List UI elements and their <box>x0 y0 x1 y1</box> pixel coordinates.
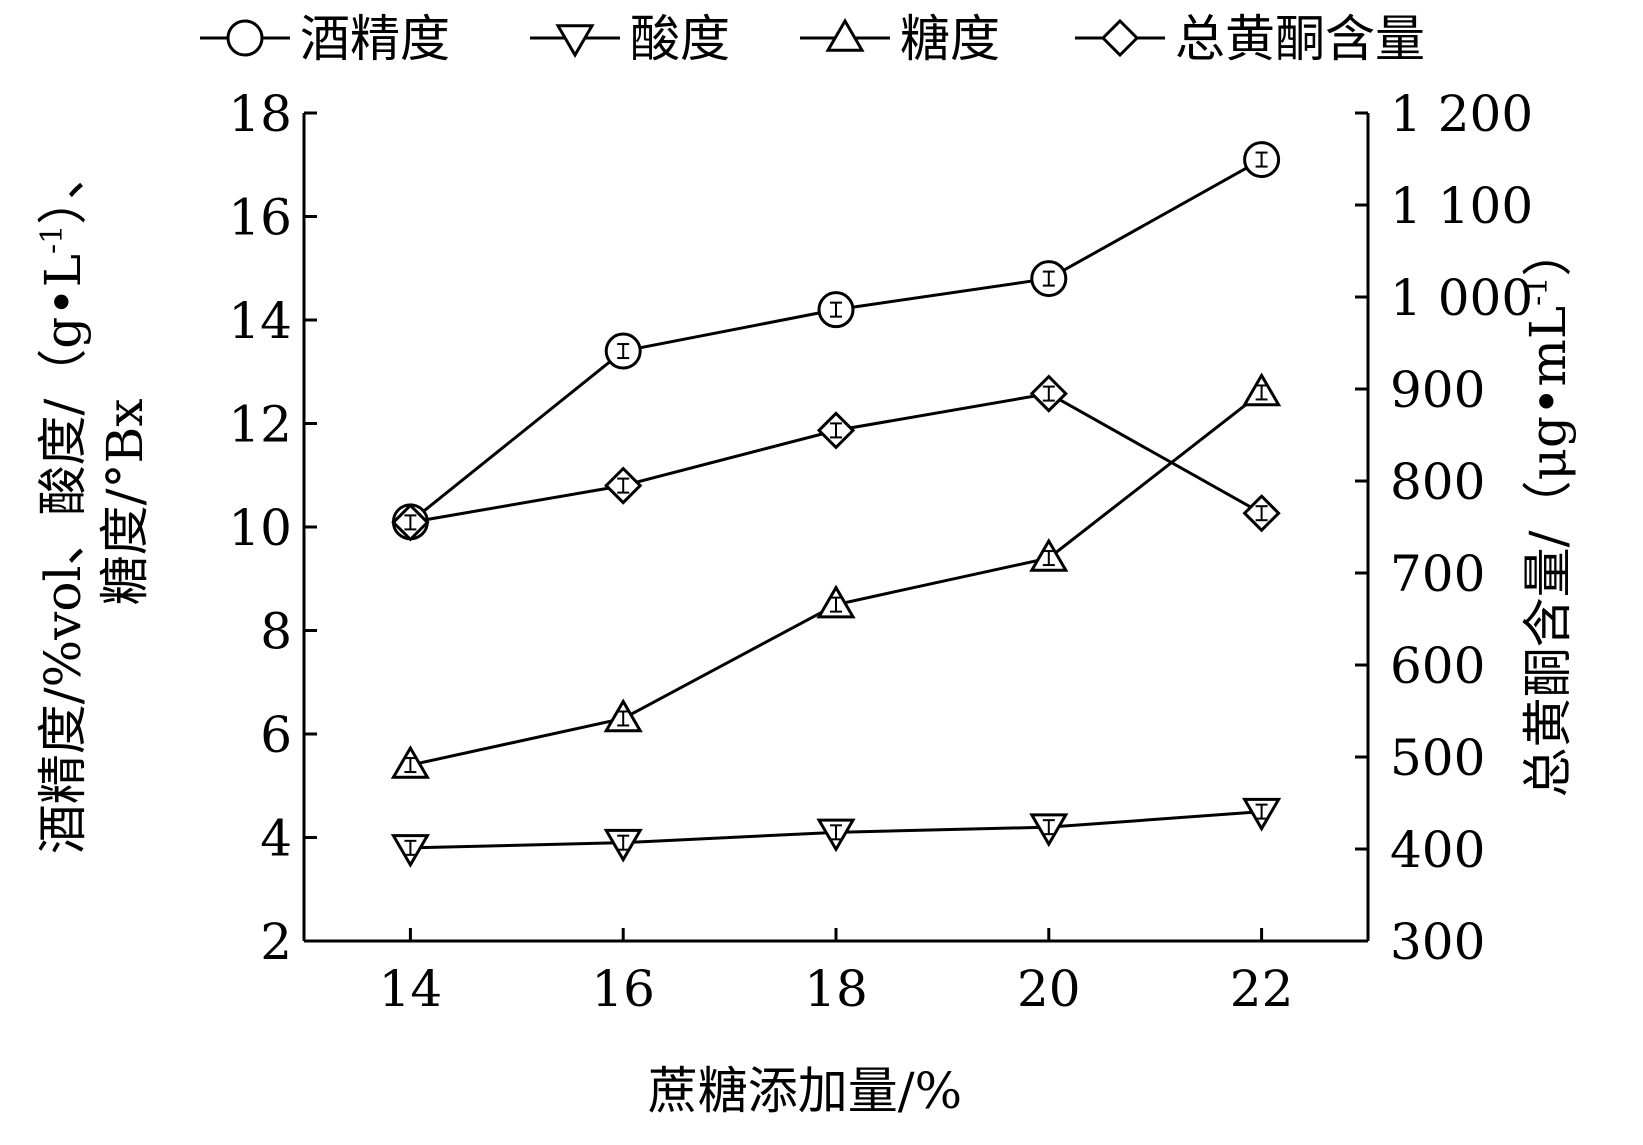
right-y-tick-label: 700 <box>1390 545 1485 603</box>
legend-entry: 酒精度 <box>200 10 450 68</box>
data-point <box>816 584 856 619</box>
left-axis-title-main: 酒精度/%vol、酸度/（g•L <box>34 254 92 854</box>
left-y-tick-label: 18 <box>228 85 292 143</box>
left-y-tick-label: 14 <box>228 292 292 350</box>
series-layer <box>390 141 1282 868</box>
right-y-tick-label: 400 <box>1390 821 1485 879</box>
right-y-tick-label: 600 <box>1390 637 1485 695</box>
circle-marker-shape <box>226 19 264 57</box>
legend-entry: 总黄酮含量 <box>1075 10 1425 68</box>
data-point <box>817 291 855 329</box>
left-y-tick-label: 10 <box>228 499 292 557</box>
left-axis-title-sup: -1 <box>35 225 70 254</box>
data-point <box>603 698 643 733</box>
right-axis-title-end: ） <box>1519 227 1577 277</box>
legend-label: 糖度 <box>900 10 1000 68</box>
legend: 酒精度 酸度 糖度 总黄酮含量 <box>200 10 1425 68</box>
legend-marker <box>825 18 865 52</box>
right-y-tick-label: 800 <box>1390 453 1485 511</box>
legend-label: 总黄酮含量 <box>1175 10 1425 68</box>
x-tick-label: 14 <box>379 960 443 1018</box>
left-y-tick-label: 6 <box>260 706 292 764</box>
data-point <box>1030 260 1068 298</box>
data-point <box>816 818 856 853</box>
right-y-tick-label: 300 <box>1390 913 1485 971</box>
data-point <box>603 828 643 863</box>
legend-entry: 糖度 <box>800 10 1000 68</box>
right-y-tick-label: 900 <box>1390 361 1485 419</box>
right-axis-title-text: 总黄酮含量/（μg•mL-1） <box>1519 227 1577 798</box>
series-2 <box>390 797 1282 868</box>
data-point <box>604 466 643 505</box>
left-y-tick-label: 12 <box>228 396 292 454</box>
data-point <box>1243 141 1281 179</box>
x-tick-label: 20 <box>1017 960 1081 1018</box>
data-point <box>1029 538 1069 572</box>
series-line <box>409 158 1263 523</box>
right-axis-title: 总黄酮含量/（μg•mL-1） <box>1519 227 1577 798</box>
left-y-tick-label: 8 <box>260 603 292 661</box>
legend-marker <box>1100 18 1140 58</box>
left-y-tick-label: 2 <box>260 913 292 971</box>
legend-marker <box>226 19 264 57</box>
x-tick-label: 22 <box>1230 960 1294 1018</box>
right-y-tick-label: 1 100 <box>1390 177 1533 235</box>
right-y-tick-label: 500 <box>1390 729 1485 787</box>
right-axis-title-main: 总黄酮含量/（μg•mL <box>1519 306 1577 797</box>
data-point <box>1029 813 1069 848</box>
right-axis-title-sup: -1 <box>1520 277 1555 306</box>
data-point <box>390 745 431 779</box>
data-point <box>816 411 856 450</box>
series-3 <box>390 372 1282 779</box>
left-axis-title-line2: 糖度/°Bx <box>96 399 154 606</box>
axes: 14 16 18 20 22246810121416183004005006007008… <box>228 85 1533 1018</box>
diamond-marker-shape <box>1100 18 1140 58</box>
right-y-tick-label: 1 200 <box>1390 85 1533 143</box>
left-axis-title-line1: 酒精度/%vol、酸度/（g•L-1）、 <box>34 150 92 854</box>
data-point <box>391 503 430 542</box>
data-point <box>390 834 431 868</box>
x-tick-label: 18 <box>804 960 868 1018</box>
data-point <box>1241 797 1282 832</box>
series-1 <box>391 141 1281 541</box>
x-axis-title: 蔗糖添加量/% <box>648 1062 962 1120</box>
triangle-down-marker-shape <box>555 24 595 58</box>
data-point <box>1029 374 1068 413</box>
legend-marker <box>555 24 595 58</box>
right-y-tick-label: 1 000 <box>1390 269 1533 327</box>
series-4 <box>391 374 1281 542</box>
data-point <box>1241 372 1282 407</box>
legend-label: 酸度 <box>630 10 730 68</box>
data-point <box>1242 494 1281 533</box>
left-y-tick-label: 16 <box>228 189 292 247</box>
x-tick-label: 16 <box>591 960 655 1018</box>
triangle-up-marker-shape <box>825 18 865 52</box>
legend-label: 酒精度 <box>300 10 450 68</box>
left-y-tick-label: 4 <box>260 810 292 868</box>
left-axis-title: 酒精度/%vol、酸度/（g•L-1）、 糖度/°Bx <box>34 150 154 854</box>
legend-entry: 酸度 <box>530 10 730 68</box>
left-axis-title-end: ）、 <box>34 150 92 225</box>
data-point <box>604 332 642 370</box>
